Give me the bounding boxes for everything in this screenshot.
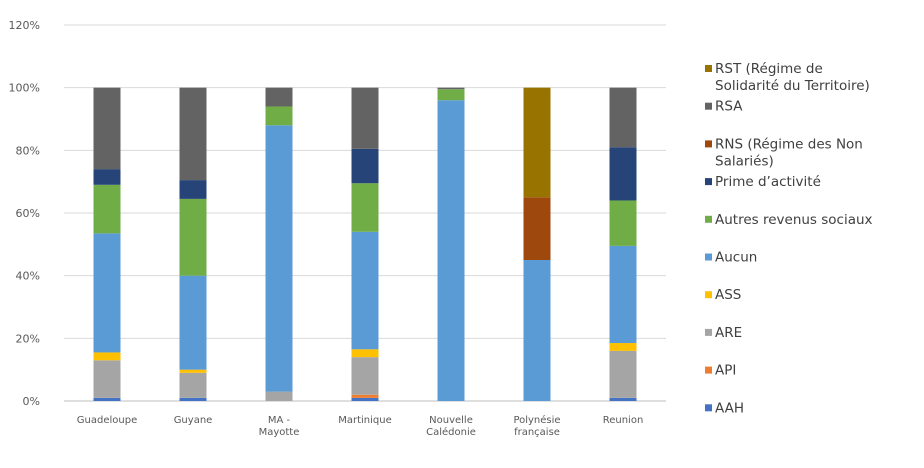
bar-segment-aucun: [179, 275, 207, 370]
bar-segment-autres-revenus-sociaux: [437, 89, 465, 101]
legend-swatch: [705, 253, 712, 261]
bar-segment-rsa: [179, 87, 207, 181]
bar-segment-are: [609, 350, 637, 398]
bar-segment-rst-r-gime-de-solidarit-du-territoire: [523, 87, 551, 198]
legend-label: RSA: [715, 99, 743, 115]
x-category-label: Mayotte: [259, 427, 300, 438]
bar-segment-aucun: [93, 233, 121, 353]
bar-segment-rns-r-gime-des-non-salari-s: [523, 197, 551, 260]
bar-segment-aucun: [609, 245, 637, 344]
x-category-label: MA -: [268, 415, 291, 426]
bar-segment-ass: [179, 369, 207, 373]
legend-label: API: [715, 363, 736, 379]
y-tick-label: 0%: [23, 395, 40, 408]
bar-segment-are: [179, 372, 207, 398]
y-tick-label: 20%: [16, 332, 40, 345]
x-category-label: Guadeloupe: [77, 415, 137, 426]
legend-swatch: [705, 215, 712, 223]
legend-label: AAH: [715, 400, 744, 416]
bar-segment-autres-revenus-sociaux: [93, 184, 121, 234]
bar-segment-are: [265, 391, 293, 401]
legend-label: RNS (Régime des Non: [715, 136, 863, 152]
legend-label: ASS: [715, 287, 741, 303]
bar-segment-are: [351, 357, 379, 395]
legend-swatch: [705, 328, 712, 336]
x-category-label: Nouvelle: [429, 415, 473, 426]
legend-label: Prime d’activité: [715, 174, 821, 190]
legend-swatch: [705, 366, 712, 374]
bar-segment-prime-d-activit: [351, 148, 379, 184]
x-category-label: française: [514, 427, 560, 438]
x-category-label: Martinique: [338, 415, 392, 426]
legend-swatch: [705, 65, 712, 72]
y-tick-label: 60%: [16, 207, 40, 220]
bar-segment-aah: [93, 397, 121, 401]
bar-segment-api: [351, 394, 379, 398]
y-tick-label: 40%: [16, 270, 40, 283]
legend-swatch: [705, 102, 712, 110]
bar-segment-aah: [351, 397, 379, 401]
legend-label: Salariés): [715, 153, 774, 169]
bar-segment-autres-revenus-sociaux: [265, 106, 293, 126]
bar-segment-prime-d-activit: [609, 147, 637, 201]
bar-segment-ass: [609, 343, 637, 351]
x-category-label: Guyane: [174, 415, 213, 426]
legend-swatch: [705, 140, 712, 148]
legend-label: ARE: [715, 325, 742, 341]
legend-swatch: [705, 404, 712, 412]
legend-label: Solidarité du Territoire): [715, 78, 870, 94]
bar-segment-autres-revenus-sociaux: [351, 183, 379, 232]
legend-label: Aucun: [715, 250, 757, 266]
bar-segment-aah: [179, 397, 207, 401]
bar-segment-aucun: [265, 125, 293, 392]
bar-segment-autres-revenus-sociaux: [179, 198, 207, 276]
bar-segment-rsa: [93, 87, 121, 170]
bar-segment-aucun: [437, 100, 465, 401]
legend-label: Autres revenus sociaux: [715, 212, 873, 228]
legend-swatch: [705, 178, 712, 186]
y-tick-label: 100%: [9, 82, 40, 95]
bar-segment-rsa: [609, 87, 637, 148]
y-tick-label: 80%: [16, 144, 40, 157]
bar-segment-rsa: [265, 87, 293, 107]
x-category-label: Polynésie: [513, 414, 560, 426]
legend-label: RST (Régime de: [715, 61, 823, 77]
bar-segment-prime-d-activit: [93, 169, 121, 185]
legend-swatch: [705, 291, 712, 299]
bar-segment-rsa: [351, 87, 379, 149]
bar-segment-autres-revenus-sociaux: [609, 200, 637, 246]
bar-segment-aah: [609, 397, 637, 401]
bar-segment-rsa: [437, 87, 465, 90]
y-tick-label: 120%: [9, 19, 40, 32]
bar-segment-ass: [93, 352, 121, 361]
bar-segment-aucun: [351, 231, 379, 350]
bar-segment-are: [93, 360, 121, 398]
x-category-label: Reunion: [603, 415, 644, 426]
bar-segment-prime-d-activit: [179, 180, 207, 199]
bar-segment-ass: [351, 349, 379, 358]
x-category-label: Calédonie: [426, 426, 476, 438]
bar-segment-aucun: [523, 260, 551, 401]
